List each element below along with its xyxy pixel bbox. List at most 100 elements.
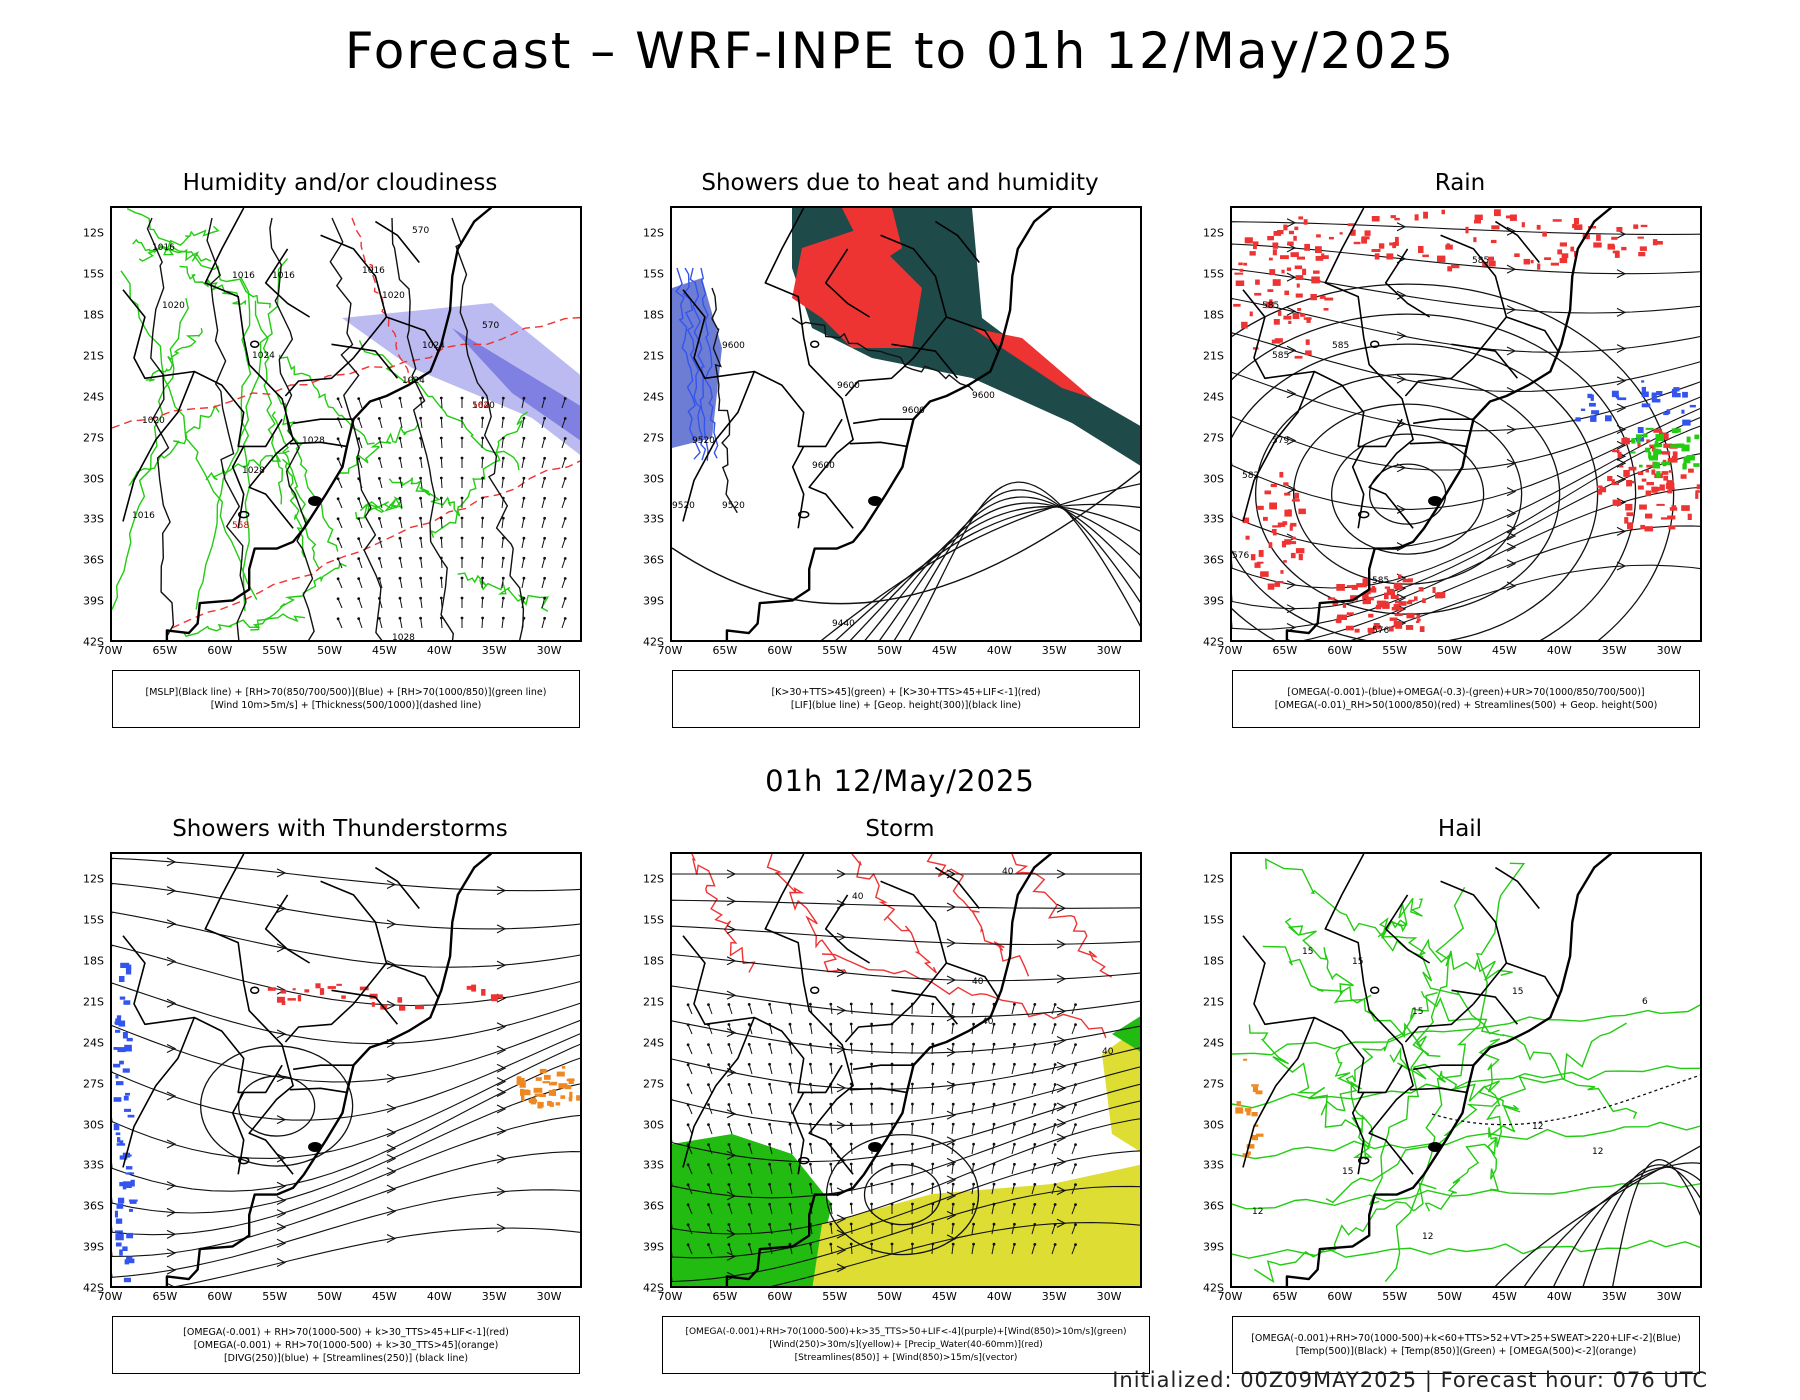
- lon-tick-label: 35W: [481, 644, 507, 657]
- streamline: [672, 1083, 1140, 1163]
- omega-green-area: [1631, 438, 1636, 444]
- stream-arrow: [1506, 509, 1517, 519]
- rh-green-line: [278, 354, 375, 445]
- wind-vector: [521, 398, 525, 409]
- vector-head: [972, 1162, 975, 1166]
- divg-blue-area: [122, 1246, 128, 1251]
- omega-green-area: [1682, 464, 1687, 470]
- omega-red-area: [1281, 269, 1285, 274]
- wind-vector: [789, 1204, 793, 1215]
- stream-arrow: [946, 1175, 957, 1185]
- omega-red-area: [1272, 279, 1281, 286]
- stream-arrow: [166, 1265, 177, 1275]
- mslp-line: [146, 217, 175, 638]
- wind-vector: [541, 558, 546, 569]
- stream-arrow: [1506, 487, 1517, 497]
- stream-arrow: [726, 896, 737, 906]
- stream-arrow: [1506, 264, 1517, 274]
- omega-red-area: [1337, 614, 1343, 619]
- thunder-orange-area: [539, 1068, 547, 1074]
- omega-red-area: [1640, 524, 1645, 530]
- vector-head: [992, 1242, 996, 1246]
- wind-vector: [337, 478, 343, 489]
- omega-red-area: [1258, 550, 1264, 557]
- border-line: [849, 1087, 908, 1094]
- stream-arrow: [1286, 436, 1297, 446]
- vector-head: [870, 1002, 873, 1006]
- wind-vector: [931, 1183, 934, 1195]
- stream-arrow: [496, 886, 507, 896]
- vector-head: [398, 556, 402, 560]
- omega-red-area: [1269, 299, 1273, 303]
- wind-vector: [521, 418, 525, 429]
- contour-label: 576: [1372, 626, 1389, 636]
- vector-head: [439, 516, 443, 520]
- vector-head: [890, 1242, 894, 1246]
- omega-red-area: [1607, 476, 1613, 482]
- temp850-green-line: [1232, 1121, 1700, 1160]
- wind-vector: [728, 1064, 733, 1075]
- omega500-orange-area: [1235, 1107, 1244, 1114]
- legend-line: [OMEGA(-0.001) + RH>70(1000-500) + k>30_…: [183, 1326, 509, 1338]
- vector-head: [1013, 1022, 1016, 1026]
- contour-label: 585: [1372, 576, 1389, 586]
- vector-head: [481, 556, 484, 560]
- omega-red-area: [1646, 439, 1650, 443]
- vector-head: [1013, 1202, 1016, 1206]
- thunder-red-area: [277, 996, 285, 1003]
- omega-red-area: [1422, 254, 1429, 258]
- lat-tick-label: 30S: [643, 1118, 664, 1131]
- wind-vector: [728, 1144, 733, 1155]
- vector-head: [972, 1242, 975, 1246]
- omega-red-area: [1550, 262, 1559, 266]
- omega-red-area: [1233, 303, 1241, 307]
- wind-vector: [378, 458, 383, 469]
- streamline: [112, 1151, 580, 1257]
- stream-arrow: [496, 1223, 507, 1233]
- omega-red-area: [1283, 560, 1287, 563]
- vector-head: [972, 1022, 975, 1026]
- omega-red-area: [1596, 485, 1603, 488]
- omega-red-area: [1256, 561, 1264, 564]
- omega-red-area: [1239, 268, 1244, 272]
- omega-red-area: [1238, 262, 1243, 266]
- coastline: [165, 854, 493, 1286]
- vector-head: [870, 1102, 873, 1106]
- legend-box: [OMEGA(-0.001)+RH>70(1000-500)+k<60+TTS>…: [1232, 1316, 1700, 1374]
- vector-head: [849, 1042, 853, 1046]
- vector-head: [911, 1102, 914, 1106]
- vector-head: [809, 1002, 812, 1006]
- lagoon: [868, 495, 883, 506]
- omega-red-area: [1393, 621, 1403, 628]
- divg-blue-area: [113, 1123, 120, 1131]
- vector-head: [727, 1003, 731, 1006]
- stream-arrow: [1056, 1118, 1067, 1128]
- omega-red-area: [1284, 509, 1292, 517]
- temp850-green-line: [1253, 1182, 1437, 1284]
- lat-tick-label: 15S: [643, 913, 664, 927]
- wind-vector: [337, 578, 343, 589]
- omega-red-area: [1294, 265, 1303, 270]
- vector-head: [870, 1022, 873, 1026]
- rh-green-line: [254, 300, 284, 505]
- omega-red-area: [1272, 525, 1281, 528]
- temp500-contour: [1523, 1162, 1700, 1286]
- vector-head: [890, 1002, 894, 1006]
- vector-head: [870, 1122, 873, 1126]
- stream-arrow: [1286, 389, 1297, 399]
- vector-head: [911, 1122, 914, 1126]
- vector-head: [563, 557, 567, 560]
- omega-red-area: [1384, 586, 1391, 589]
- omega-red-area: [1298, 508, 1306, 515]
- contour-label: 40: [972, 977, 984, 987]
- lon-tick-label: 50W: [877, 644, 902, 657]
- temp850-green-line: [1248, 1024, 1371, 1159]
- vector-head: [357, 417, 361, 420]
- contour-label: 585: [1332, 341, 1349, 351]
- streamline: [672, 1020, 1140, 1054]
- contour-label: 9520: [722, 501, 745, 511]
- wind-vector: [501, 438, 504, 449]
- vector-head: [727, 1183, 731, 1186]
- omega-red-area: [1415, 620, 1420, 623]
- omega-red-area: [1272, 533, 1277, 536]
